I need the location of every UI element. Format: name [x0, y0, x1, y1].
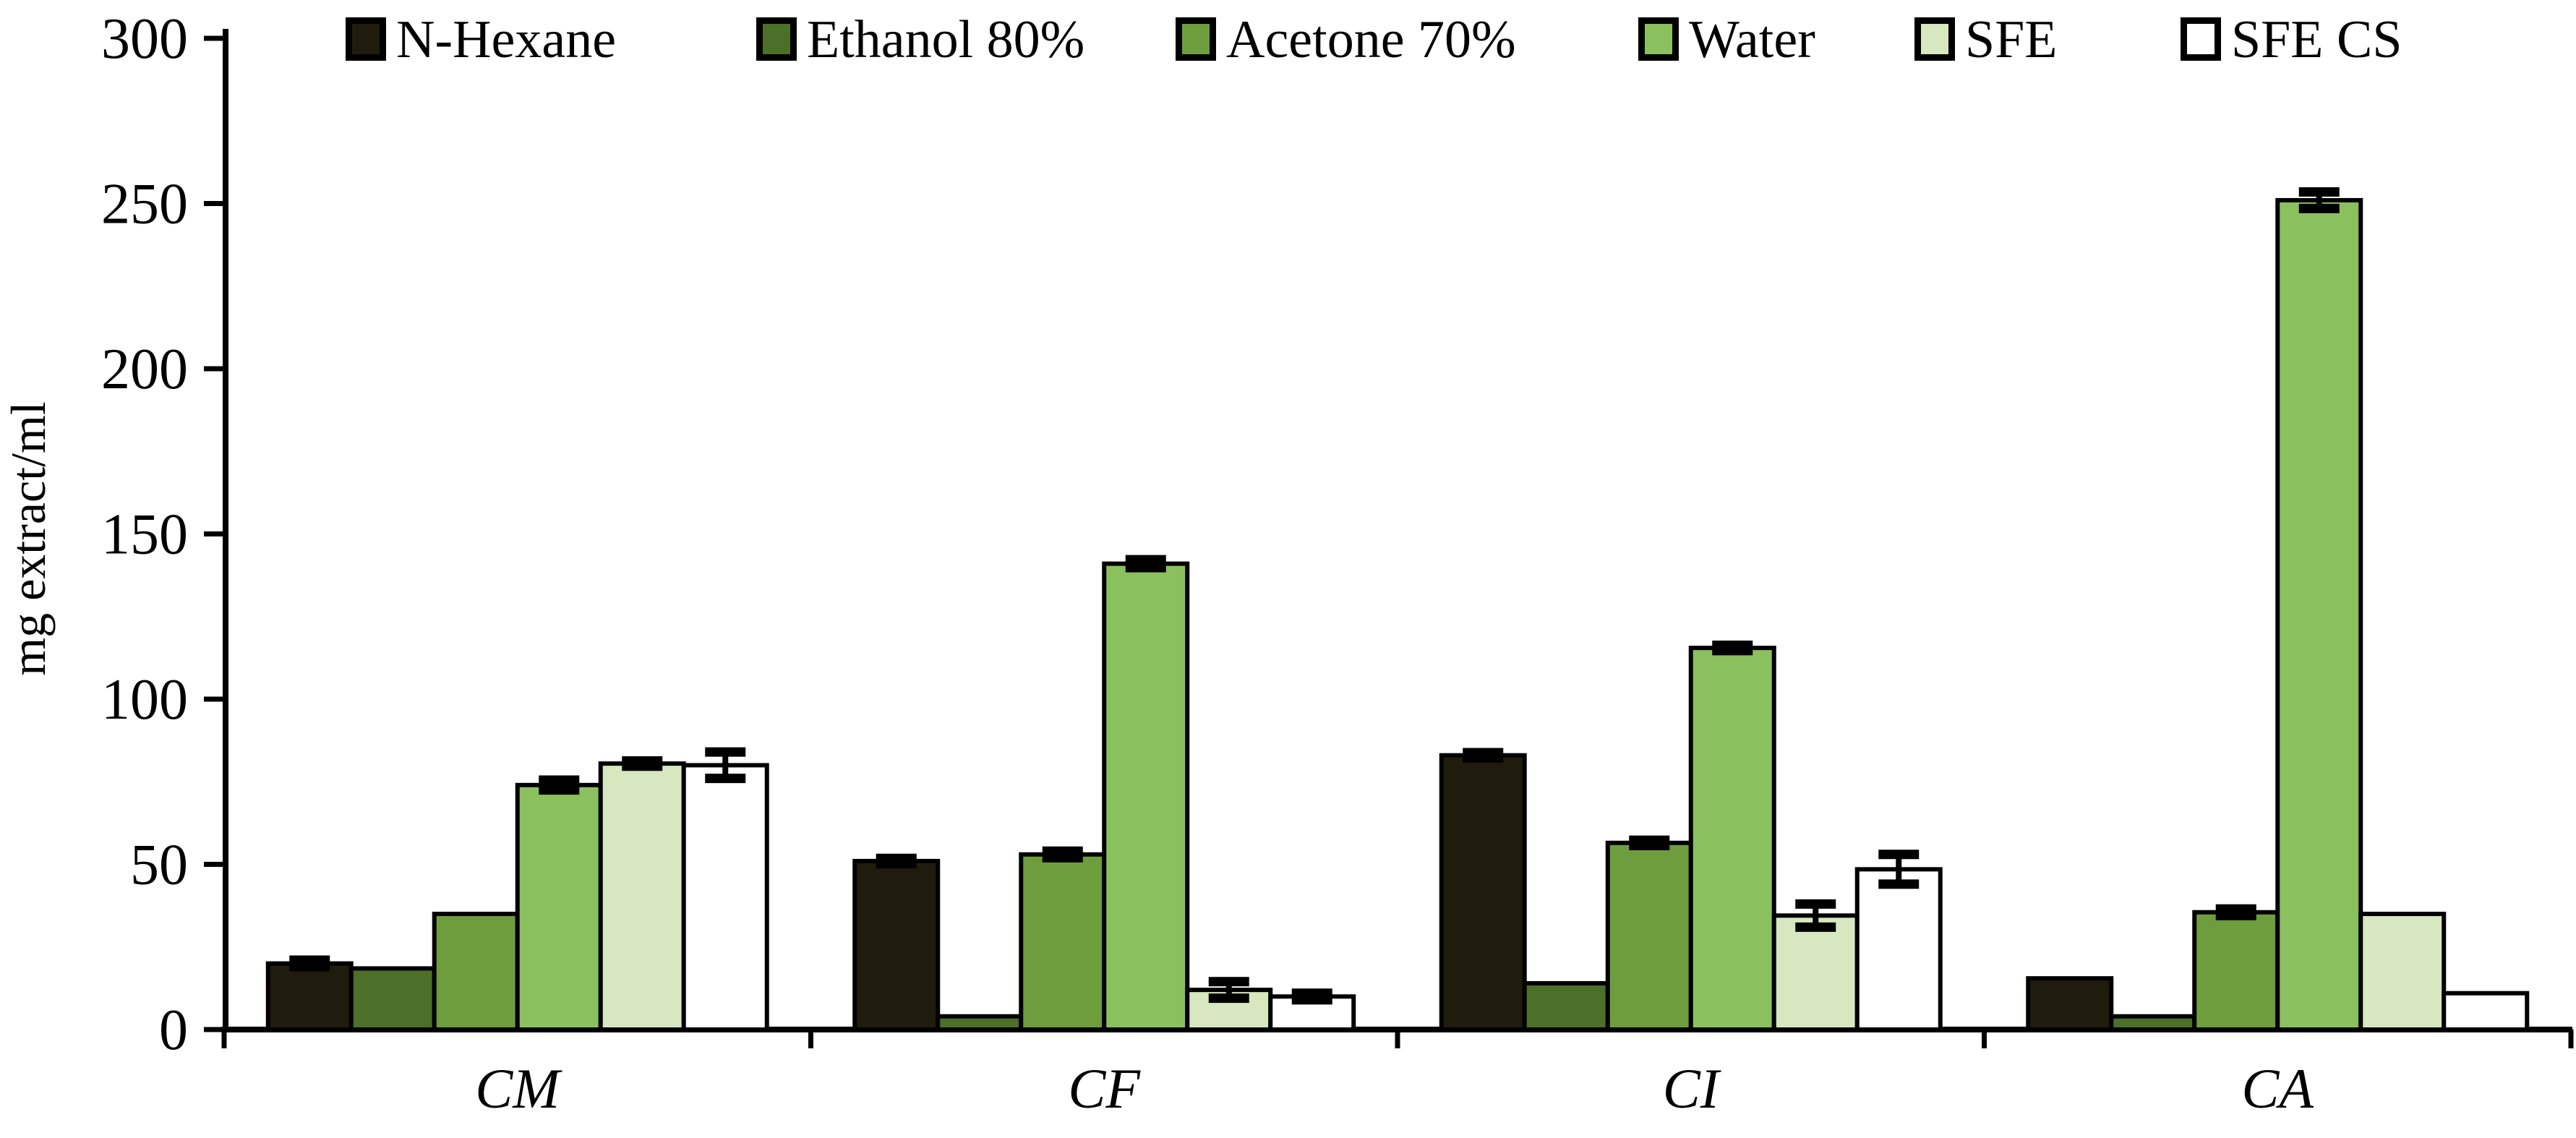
error-bar	[1712, 641, 1753, 656]
error-bar	[1629, 835, 1670, 850]
bar-n-hexane-cf	[852, 858, 941, 1032]
legend-label: Acetone 70%	[1226, 10, 1516, 69]
error-bar	[1125, 555, 1166, 573]
legend-item-water: Water	[1638, 13, 1815, 67]
legend-label: SFE	[1965, 10, 2058, 69]
legend-item-ethanol-80-: Ethanol 80%	[756, 13, 1084, 67]
legend-swatch	[756, 17, 797, 61]
error-bar	[876, 853, 917, 869]
error-bar	[2298, 187, 2340, 213]
error-bar	[705, 747, 746, 784]
error-bar	[1795, 899, 1836, 932]
y-tick-label: 150	[101, 503, 188, 567]
bar-ethanol-80--ci	[1522, 981, 1610, 1032]
legend-swatch	[1638, 17, 1679, 61]
bar-n-hexane-cm	[265, 961, 354, 1032]
bar-sfe-cs-ca	[2442, 991, 2530, 1032]
legend-item-acetone-70-: Acetone 70%	[1176, 13, 1516, 67]
legend-label: N-Hexane	[396, 10, 617, 69]
error-bar	[1208, 977, 1249, 1004]
error-bar	[1463, 748, 1504, 763]
bar-sfe-cm	[598, 761, 686, 1032]
bar-ethanol-80--cf	[936, 1014, 1024, 1032]
error-bar	[2215, 904, 2256, 920]
bar-water-cf	[1102, 561, 1190, 1032]
y-tick-label: 250	[101, 173, 188, 236]
bar-sfe-ci	[1771, 913, 1860, 1032]
bar-sfe-ca	[2358, 912, 2447, 1032]
y-tick-label: 200	[101, 338, 188, 401]
legend-label: SFE CS	[2231, 10, 2402, 69]
bar-acetone-70--cm	[432, 912, 520, 1032]
bar-ethanol-80--cm	[348, 966, 437, 1032]
bar-sfe-cs-cm	[681, 763, 769, 1032]
bar-water-ca	[2275, 197, 2363, 1032]
bar-acetone-70--ca	[2192, 910, 2280, 1032]
legend-item-n-hexane: N-Hexane	[346, 13, 616, 67]
y-tick-label: 300	[101, 7, 188, 71]
error-bar	[1878, 850, 1920, 889]
legend-swatch	[1914, 17, 1955, 61]
legend-item-sfe-cs: SFE CS	[2181, 13, 2402, 67]
error-bar	[1291, 988, 1332, 1005]
bar-acetone-70--cf	[1019, 852, 1107, 1032]
bar-n-hexane-ca	[2026, 976, 2114, 1032]
legend-swatch	[2181, 17, 2221, 61]
legend-item-sfe: SFE	[1914, 13, 2058, 67]
bar-water-cm	[515, 782, 603, 1032]
y-tick-label: 0	[159, 998, 188, 1062]
bar-n-hexane-ci	[1439, 753, 1527, 1032]
y-tick-label: 50	[130, 834, 188, 897]
category-label-ci: CI	[1663, 1057, 1722, 1120]
bar-acetone-70--ci	[1605, 840, 1693, 1032]
error-bar	[539, 775, 580, 795]
y-axis-title: mg extract/ml	[1, 401, 56, 676]
legend-label: Water	[1689, 10, 1815, 69]
category-label-cf: CF	[1068, 1057, 1141, 1120]
category-label-ca: CA	[2241, 1057, 2314, 1120]
error-bar	[622, 756, 663, 771]
legend-swatch	[1176, 17, 1216, 61]
error-bar	[289, 955, 330, 972]
error-bar	[1042, 846, 1083, 863]
legend-label: Ethanol 80%	[807, 10, 1085, 69]
bar-ethanol-80--ca	[2109, 1014, 2197, 1032]
legend-swatch	[346, 17, 386, 61]
y-tick-label: 100	[101, 668, 188, 732]
bar-sfe-cs-ci	[1854, 867, 1943, 1032]
category-label-cm: CM	[475, 1057, 562, 1120]
bar-water-ci	[1688, 646, 1776, 1032]
